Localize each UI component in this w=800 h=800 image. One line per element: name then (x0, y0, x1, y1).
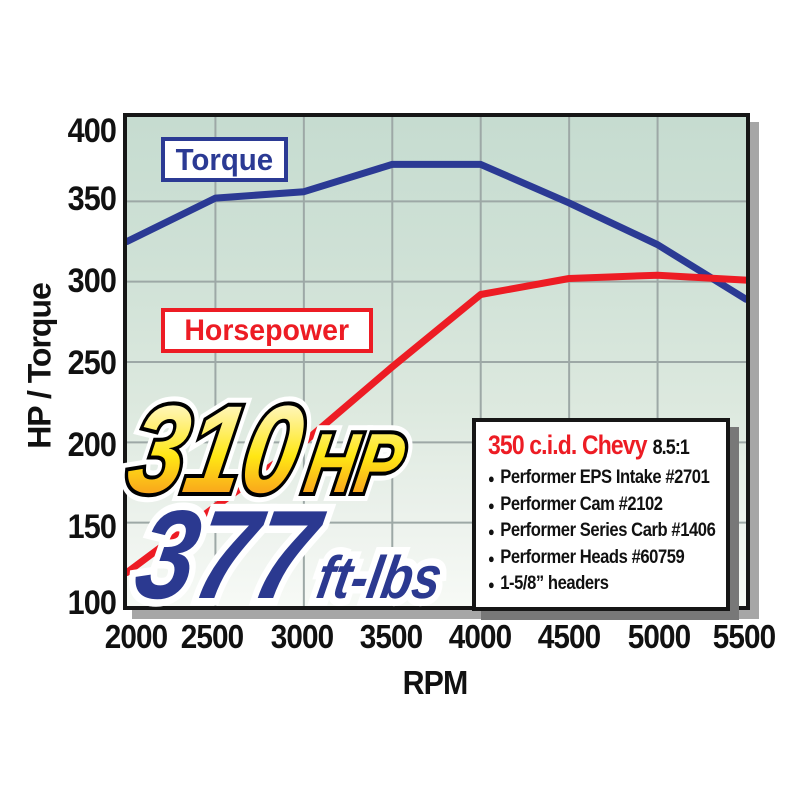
bullet-icon: ● (488, 471, 495, 486)
spec-list: ● Performer EPS Intake #2701 ● Performer Ca… (488, 465, 716, 598)
x-tick-label: 3000 (270, 618, 333, 655)
spec-item: ● Performer Heads #60759 (488, 545, 685, 572)
y-tick-label: 400 (67, 112, 117, 150)
y-tick-label: 150 (67, 508, 117, 546)
spec-item: ● Performer EPS Intake #2701 (488, 465, 710, 492)
spec-item-text: Performer Heads #60759 (500, 545, 685, 568)
compression-ratio: 8.5:1 (652, 436, 690, 459)
x-tick-label: 2000 (104, 618, 168, 655)
x-tick-label: 5500 (712, 618, 776, 655)
engine-name: 350 c.i.d. Chevy (488, 430, 647, 460)
spec-item: ● Performer Series Carb #1406 (488, 518, 716, 545)
x-tick-label: 4000 (448, 618, 512, 655)
torque-legend-box: Torque (161, 137, 288, 182)
x-tick-label: 4500 (538, 618, 601, 655)
spec-item-text: Performer Series Carb #1406 (500, 519, 716, 541)
horsepower-legend-label: Horsepower (184, 313, 350, 347)
bullet-icon: ● (488, 524, 495, 539)
spec-item-text: 1-5/8” headers (500, 572, 609, 594)
y-tick-label: 250 (67, 344, 117, 382)
engine-spec-box: 350 c.i.d. Chevy 8.5:1 ● Performer EPS Int… (472, 418, 730, 611)
spec-item-text: Performer EPS Intake #2701 (500, 466, 710, 488)
spec-item: ● Performer Cam #2102 (488, 492, 682, 519)
chart-canvas (127, 117, 746, 606)
plot-area (123, 113, 750, 610)
x-tick-label: 5000 (627, 618, 690, 655)
y-tick-label: 200 (67, 426, 117, 464)
spec-item-text: Performer Cam #2102 (500, 492, 663, 515)
bullet-icon: ● (488, 577, 495, 592)
y-tick-label: 350 (67, 180, 117, 218)
x-tick-label: 3500 (359, 618, 423, 655)
y-tick-label: 300 (67, 262, 117, 300)
horsepower-legend-box: Horsepower (161, 308, 373, 353)
x-tick-label: 2500 (181, 618, 244, 655)
bullet-icon: ● (488, 550, 495, 566)
y-tick-label: 100 (67, 584, 117, 622)
bullet-icon: ● (488, 497, 495, 513)
x-axis-title: RPM (402, 664, 469, 701)
spec-item: ● 1-5/8” headers (488, 571, 682, 598)
peak-torque-value: 377ft-lbs (126, 484, 448, 625)
horsepower-curve (127, 271, 746, 576)
spec-title-row: 350 c.i.d. Chevy 8.5:1 (488, 430, 690, 461)
gridlines (127, 117, 746, 606)
torque-legend-label: Torque (175, 141, 274, 177)
torque-curve (127, 160, 746, 303)
